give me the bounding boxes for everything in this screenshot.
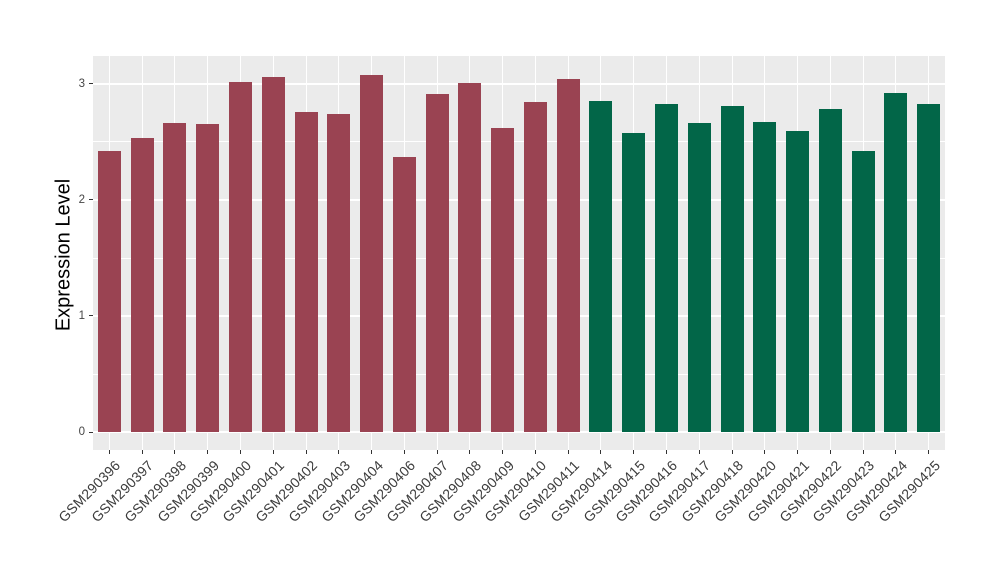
bar	[786, 131, 810, 432]
bar	[654, 103, 678, 432]
bar	[753, 122, 777, 432]
bar	[687, 123, 711, 432]
bar	[425, 94, 449, 432]
x-tick-mark	[141, 450, 143, 454]
x-tick-mark	[665, 450, 667, 454]
x-tick-mark	[764, 450, 766, 454]
h-gridline-minor	[93, 141, 945, 143]
x-tick-mark	[534, 450, 536, 454]
bar	[163, 123, 187, 432]
x-tick-mark	[567, 450, 569, 454]
x-tick-mark	[895, 450, 897, 454]
x-tick-mark	[633, 450, 635, 454]
x-tick-mark	[502, 450, 504, 454]
bar	[884, 93, 908, 432]
y-tick-mark	[89, 315, 93, 317]
y-tick-label: 1	[78, 309, 85, 322]
bar	[851, 151, 875, 432]
x-tick-mark	[338, 450, 340, 454]
bar	[818, 109, 842, 432]
x-tick-mark	[108, 450, 110, 454]
bar	[261, 76, 285, 432]
x-tick-mark	[928, 450, 930, 454]
x-tick-mark	[371, 450, 373, 454]
bar	[130, 138, 154, 432]
y-tick-label: 2	[78, 193, 85, 206]
y-tick-label: 0	[78, 426, 85, 438]
x-tick-mark	[600, 450, 602, 454]
x-tick-mark	[862, 450, 864, 454]
bar	[327, 114, 351, 432]
bar	[523, 102, 547, 432]
x-tick-mark	[731, 450, 733, 454]
x-tick-mark	[207, 450, 209, 454]
h-gridline-major	[93, 83, 945, 85]
y-tick-label: 3	[78, 77, 85, 90]
x-tick-mark	[305, 450, 307, 454]
x-tick-mark	[469, 450, 471, 454]
x-tick-mark	[403, 450, 405, 454]
x-tick-mark	[436, 450, 438, 454]
bar	[720, 105, 744, 432]
x-tick-mark	[174, 450, 176, 454]
h-gridline-minor	[93, 257, 945, 259]
y-tick-mark	[89, 431, 93, 433]
y-tick-mark	[89, 83, 93, 85]
h-gridline-major	[93, 315, 945, 317]
h-gridline-major	[93, 199, 945, 201]
plot-panel	[93, 56, 945, 450]
bar	[294, 111, 318, 432]
h-gridline-major	[93, 431, 945, 433]
bar	[360, 74, 384, 432]
bar	[97, 151, 121, 432]
x-tick-mark	[698, 450, 700, 454]
bar	[622, 132, 646, 432]
x-tick-mark	[272, 450, 274, 454]
y-tick-mark	[89, 199, 93, 201]
bar	[196, 124, 220, 432]
bar	[491, 127, 515, 432]
bar	[392, 156, 416, 432]
x-tick-mark	[829, 450, 831, 454]
x-tick-mark	[797, 450, 799, 454]
bar	[589, 101, 613, 432]
bar	[458, 82, 482, 432]
h-gridline-minor	[93, 373, 945, 375]
bar	[228, 81, 252, 432]
bar	[556, 79, 580, 432]
bar	[917, 103, 941, 432]
x-tick-mark	[239, 450, 241, 454]
